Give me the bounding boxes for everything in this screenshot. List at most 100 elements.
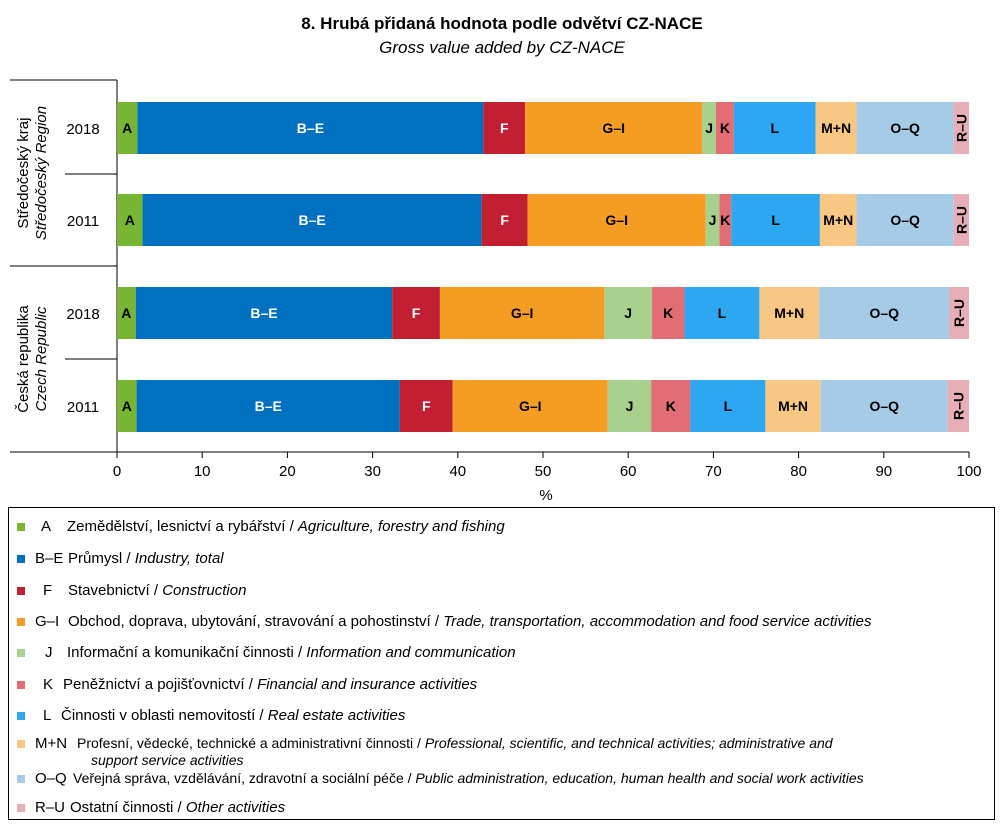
legend-text-en: Public administration, education, human … — [415, 770, 864, 786]
stacked-bar-chart: 0 10 20 30 40 50 60 70 80 90 100% 2018 2011 2018 2011 S… — [10, 79, 982, 500]
x-tick-label: 20 — [279, 463, 296, 480]
bar-segment — [117, 194, 143, 246]
chart-title: 8. Hrubá přidaná hodnota podle odvětví C… — [301, 14, 703, 33]
bar-segment-label: L — [770, 120, 779, 136]
bar-segment — [607, 380, 652, 432]
x-tick-label: 60 — [620, 463, 637, 480]
bar-segment — [452, 380, 608, 432]
bar-segment — [819, 287, 950, 339]
x-tick-label: 70 — [705, 463, 722, 480]
bar-segment — [715, 102, 734, 154]
bar-segment — [815, 102, 857, 154]
bar-segment-label: A — [122, 398, 132, 414]
bar-segment — [856, 194, 954, 246]
bar-segment-label: F — [500, 120, 509, 136]
bar-segment — [527, 194, 706, 246]
bar-segment-label: G–I — [605, 212, 628, 228]
chart-subtitle: Gross value added by CZ-NACE — [379, 38, 625, 57]
bar-segment — [483, 102, 526, 154]
bar-segment-label: B–E — [298, 212, 325, 228]
category-label: 2018 — [66, 306, 99, 323]
legend-code: G–I — [35, 613, 60, 630]
legend-code: J — [45, 644, 53, 661]
legend-swatch — [17, 712, 25, 720]
bar-segment-label: R–U — [953, 114, 969, 142]
bar-segment — [481, 194, 528, 246]
bar-segment — [136, 380, 400, 432]
x-tick-label: 50 — [535, 463, 552, 480]
bar-segment-label: J — [624, 305, 632, 321]
bar-segment — [137, 102, 484, 154]
legend-code: B–E — [35, 550, 64, 567]
category-label: 2011 — [67, 213, 99, 230]
bar-segment — [135, 287, 393, 339]
bar-segment-label: K — [666, 398, 676, 414]
x-tick-label: 10 — [194, 463, 211, 480]
bar-segment — [142, 194, 482, 246]
bar-segment — [733, 102, 816, 154]
x-tick-label: 100 — [956, 463, 981, 480]
bar-segment — [819, 194, 857, 246]
bar-segment-label: J — [705, 120, 713, 136]
legend-code: R–U — [35, 799, 66, 816]
legend-text-en: Real estate activities — [267, 707, 406, 724]
group-label-en: Czech Republic — [33, 306, 50, 412]
bar-segment-label: M+N — [823, 212, 853, 228]
legend-code: L — [43, 707, 52, 724]
legend-swatch — [17, 618, 25, 626]
legend-text-en: Trade, transportation, accommodation and… — [443, 613, 872, 630]
bar-segment — [702, 102, 716, 154]
bar-segment-label: R–U — [953, 206, 969, 234]
bar-segment — [525, 102, 703, 154]
x-axis-label: % — [539, 487, 552, 500]
bar-segment — [719, 194, 732, 246]
bar-segment-label: L — [724, 398, 733, 414]
bar-segment-label: B–E — [250, 305, 277, 321]
bar-segment — [765, 380, 821, 432]
bar-segment — [949, 287, 969, 339]
bar-segment — [651, 380, 691, 432]
bar-segment-label: K — [720, 212, 730, 228]
legend-text-cs: Obchod, doprava, ubytování, stravování a… — [68, 613, 440, 630]
bar-segment — [705, 194, 720, 246]
legend-text-cs: Peněžnictví a pojišťovnictví / — [63, 676, 253, 693]
bar-segment-label: G–I — [602, 120, 625, 136]
legend-text-en: Construction — [162, 582, 247, 599]
bar-segment — [117, 380, 137, 432]
bar-segment-label: M+N — [774, 305, 804, 321]
bar-segment-label: K — [720, 120, 730, 136]
category-label: 2011 — [67, 399, 99, 416]
bar-segment-label: O–Q — [890, 120, 920, 136]
bar-segment-label: B–E — [255, 398, 282, 414]
bar-segment — [690, 380, 766, 432]
x-tick-label: 30 — [364, 463, 381, 480]
legend-code: M+N — [35, 735, 68, 752]
bar-segment-label: A — [125, 212, 135, 228]
legend-code: O–Q — [35, 770, 67, 787]
bar-segment — [652, 287, 685, 339]
bar-segment — [820, 380, 948, 432]
bar-segment — [731, 194, 820, 246]
legend-text-en: Other activities — [185, 799, 286, 816]
bar-segment — [392, 287, 440, 339]
category-label: 2018 — [66, 121, 99, 138]
legend-swatch — [17, 804, 25, 812]
group-label-en: Středočeský Region — [33, 106, 50, 240]
legend-swatch — [17, 523, 25, 531]
bar-segment — [684, 287, 760, 339]
legend-swatch — [17, 681, 25, 689]
legend-text-cs: Průmysl / — [68, 550, 131, 567]
legend-swatch — [17, 775, 25, 783]
bar-segment — [117, 102, 138, 154]
legend: A Zemědělství, lesnictví a rybářství / A… — [8, 507, 995, 820]
legend-text-cs: Veřejná správa, vzdělávání, zdravotní a … — [73, 770, 412, 786]
legend-text-cs: Zemědělství, lesnictví a rybářství / — [67, 518, 294, 535]
legend-text-cs: Stavebnictví / — [68, 582, 159, 599]
legend-swatch — [17, 587, 25, 595]
bar-segment-label: O–Q — [890, 212, 920, 228]
legend-code: K — [43, 676, 54, 693]
bar-segment-label: J — [626, 398, 634, 414]
bar-segment-label: B–E — [297, 120, 324, 136]
legend-swatch — [17, 649, 25, 657]
bar-segment-label: K — [663, 305, 673, 321]
